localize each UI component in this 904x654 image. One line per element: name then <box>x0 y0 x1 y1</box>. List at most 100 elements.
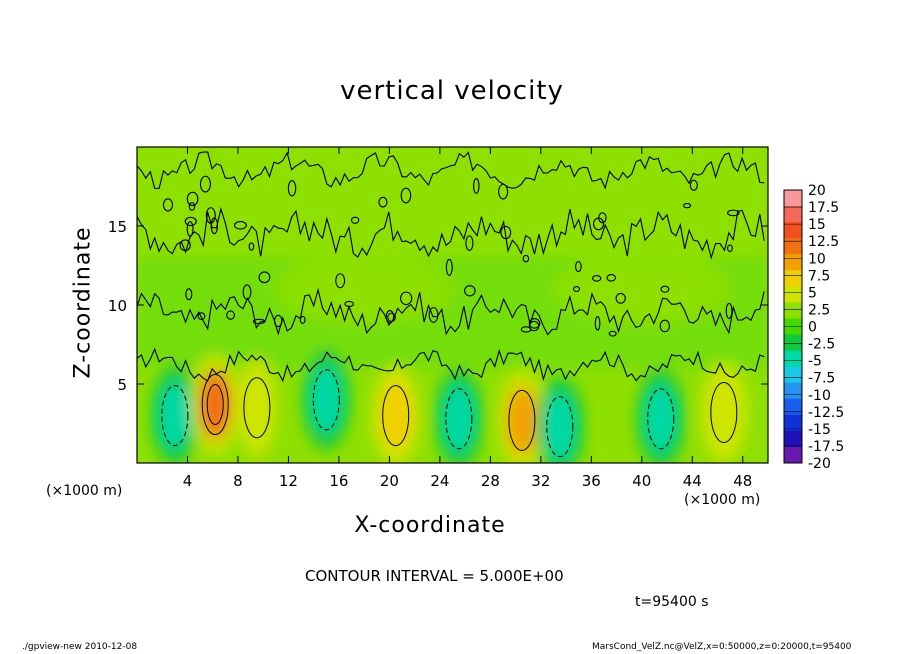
small-contour <box>344 300 355 308</box>
small-contour <box>299 315 306 324</box>
velocity-cell <box>497 370 546 463</box>
small-contour <box>233 220 247 230</box>
velocity-cell <box>699 362 748 463</box>
small-contour <box>572 286 581 293</box>
x-tick-label: 44 <box>683 472 702 490</box>
colorbar-label: -2.5 <box>808 337 835 353</box>
contour-plot-area <box>136 146 769 464</box>
small-contour <box>689 179 698 191</box>
x-tick-label: 48 <box>733 472 752 490</box>
colorbar-swatch <box>784 238 802 255</box>
colorbar-label: -5 <box>808 354 822 370</box>
small-contour <box>660 285 670 293</box>
colorbar-label: 5 <box>808 285 817 301</box>
small-contour <box>188 202 196 211</box>
small-contour <box>522 254 530 263</box>
colorbar-label: 10 <box>808 251 826 267</box>
small-contour <box>226 310 235 320</box>
small-contour <box>184 216 197 227</box>
colorbar-label: 17.5 <box>808 200 839 216</box>
small-contour <box>350 216 360 224</box>
contour-field <box>137 147 768 463</box>
colorbar-label: -7.5 <box>808 371 835 387</box>
small-contour <box>727 209 740 217</box>
contour-line <box>647 388 675 450</box>
velocity-cell <box>274 254 455 325</box>
contour-line <box>206 384 224 426</box>
small-contour <box>287 180 297 197</box>
x-tick-label: 24 <box>430 472 449 490</box>
colorbar-swatch <box>784 190 802 207</box>
contour-line <box>382 385 410 447</box>
zero-contour-line <box>137 347 765 383</box>
contour-line <box>201 374 229 436</box>
zero-contour-line <box>137 287 765 336</box>
x-unit-label-left: (×1000 m) <box>46 483 123 499</box>
colorbar-label: 0 <box>808 320 817 336</box>
small-contour <box>248 242 255 251</box>
colorbar-swatch <box>784 398 802 416</box>
velocity-cell <box>434 368 483 463</box>
small-contour <box>186 191 199 207</box>
small-contour <box>335 273 346 289</box>
small-contour <box>615 292 626 304</box>
colorbar-swatch <box>784 430 802 448</box>
colorbar-swatch <box>784 414 802 432</box>
x-tick-label: 20 <box>380 472 399 490</box>
colorbar-label: -15 <box>808 422 831 438</box>
small-contour <box>197 312 206 321</box>
zero-contour-line <box>137 151 765 190</box>
colorbar-swatch <box>784 270 802 287</box>
small-contour <box>186 221 194 237</box>
small-contour <box>727 244 733 253</box>
colorbar-label: 12.5 <box>808 234 839 250</box>
x-tick-label: 12 <box>279 472 298 490</box>
small-contour <box>199 175 211 193</box>
velocity-cell <box>535 376 584 463</box>
small-contour <box>445 258 453 276</box>
small-contour <box>465 235 474 251</box>
contour-line <box>445 388 473 450</box>
chart-title: vertical velocity <box>340 76 564 106</box>
colorbar-label: 15 <box>808 217 826 233</box>
colorbar-swatch <box>784 206 802 223</box>
contour-line <box>710 381 738 443</box>
small-contour <box>252 318 266 325</box>
x-tick-label: 16 <box>329 472 348 490</box>
footer-left-text: ./gpview-new 2010-12-08 <box>22 642 138 652</box>
small-contour <box>575 261 582 273</box>
colorbar-swatch <box>784 302 802 319</box>
velocity-cell <box>237 357 277 458</box>
y-tick-label: 15 <box>108 218 127 236</box>
contour-interval-text: CONTOUR INTERVAL = 5.000E+00 <box>305 567 564 585</box>
x-tick-label: 40 <box>632 472 651 490</box>
small-contour <box>400 291 413 306</box>
velocity-cell <box>150 365 199 463</box>
small-contour <box>258 271 271 284</box>
small-contour <box>592 274 602 282</box>
small-contour <box>400 187 412 204</box>
y-tick-label: 5 <box>117 376 127 394</box>
small-contour <box>179 239 191 252</box>
small-contour <box>385 309 395 324</box>
small-contour <box>185 288 193 301</box>
x-tick-label: 32 <box>531 472 550 490</box>
colorbar-swatch <box>784 334 802 352</box>
contour-line <box>161 385 189 447</box>
colorbar-swatch <box>784 446 802 464</box>
colorbar-swatch <box>784 254 802 271</box>
small-contour <box>428 307 439 323</box>
colorbar-label: 7.5 <box>808 268 830 284</box>
velocity-cell <box>636 368 685 463</box>
colorbar-label: 2.5 <box>808 302 830 318</box>
small-contour <box>528 320 540 332</box>
velocity-cell <box>551 254 732 325</box>
colorbar-swatch <box>784 366 802 384</box>
velocity-cell <box>371 365 420 463</box>
small-contour <box>594 315 601 331</box>
small-contour <box>659 319 670 333</box>
small-contour <box>528 318 541 329</box>
